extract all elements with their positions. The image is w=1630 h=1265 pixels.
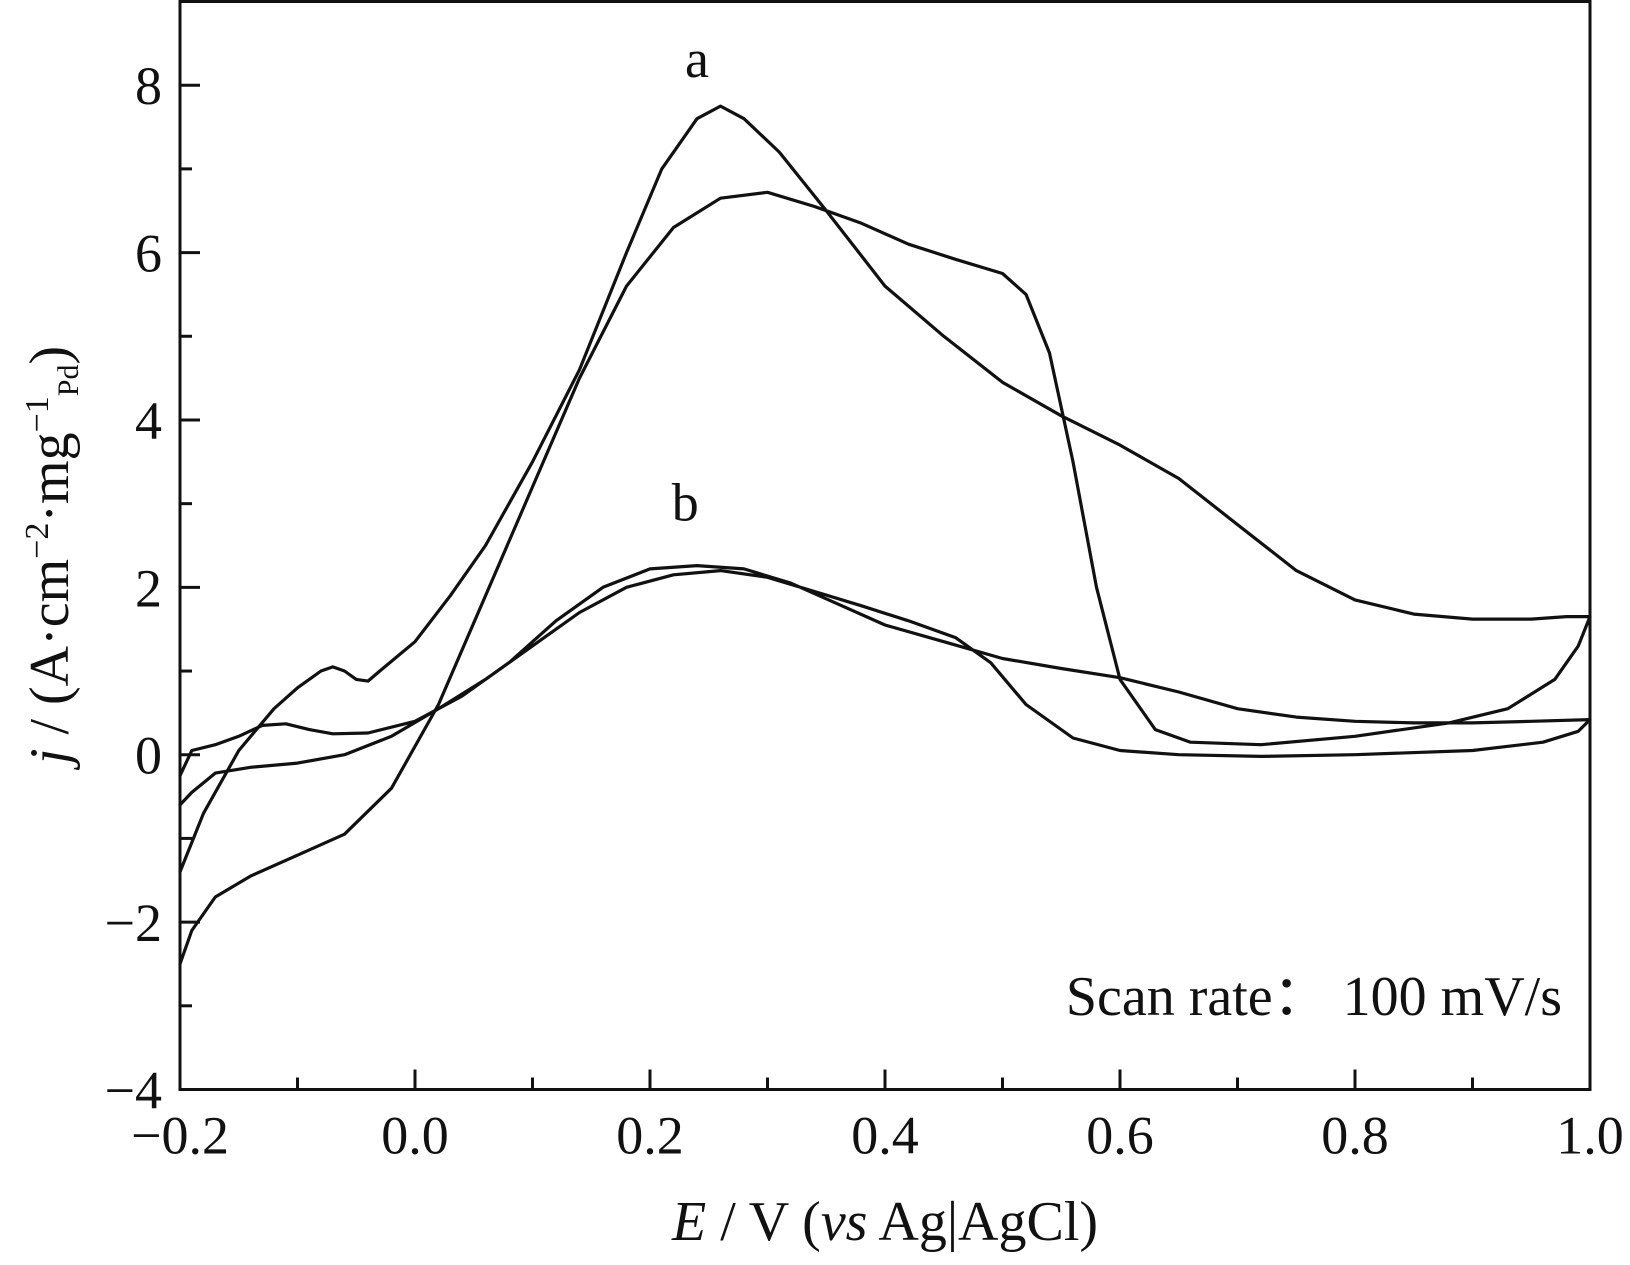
series-labels: ab xyxy=(672,29,709,533)
series-b-line xyxy=(178,564,1592,807)
axis-ticks xyxy=(178,83,1592,1091)
y-axis-sup-mg: −1 xyxy=(19,396,56,432)
y-tick-label: 2 xyxy=(135,558,162,618)
series-layer xyxy=(178,104,1592,966)
y-tick-label: 6 xyxy=(135,224,162,284)
x-tick-label: 0.0 xyxy=(381,1106,449,1166)
x-axis-unit: / V ( xyxy=(706,1191,821,1253)
y-axis-title: j / (A·cm−2·mg−1Pd) xyxy=(19,346,85,770)
y-tick-label: 8 xyxy=(135,56,162,116)
x-axis-title: E / V (vs Ag|AgCl) xyxy=(671,1191,1098,1253)
series-a-line xyxy=(178,104,1592,966)
y-axis-unit-start: / (A·cm xyxy=(19,559,81,749)
y-axis-unit-end: ) xyxy=(19,346,81,365)
y-tick-label: 0 xyxy=(135,726,162,786)
series-b-label: b xyxy=(672,472,699,532)
x-axis-reference: Ag|AgCl) xyxy=(867,1191,1098,1253)
y-axis-sub-pd: Pd xyxy=(52,365,85,397)
x-axis-vs: vs xyxy=(821,1191,868,1253)
y-tick-label: −2 xyxy=(105,893,162,953)
axis-tick-labels: −0.2 0.0 0.2 0.4 0.6 0.8 1.0 −4 −2 0 2 4 6 8 xyxy=(105,56,1624,1165)
y-tick-label: 4 xyxy=(135,391,162,451)
x-tick-label: 0.2 xyxy=(616,1106,684,1166)
x-axis-variable: E xyxy=(671,1191,706,1253)
y-axis-unit-mg: ·mg xyxy=(19,432,81,522)
scan-rate-annotation: Scan rate： 100 mV/s xyxy=(1066,966,1562,1028)
x-tick-label: −0.2 xyxy=(131,1106,229,1166)
plot-frame xyxy=(178,0,1592,1091)
y-axis-variable: j xyxy=(19,749,81,771)
y-axis-sup-cm: −2 xyxy=(19,523,56,559)
y-tick-label: −4 xyxy=(105,1061,162,1121)
x-tick-label: 0.4 xyxy=(851,1106,919,1166)
x-tick-label: 0.6 xyxy=(1086,1106,1154,1166)
x-tick-label: 0.8 xyxy=(1321,1106,1389,1166)
series-a-label: a xyxy=(685,29,709,89)
x-tick-label: 1.0 xyxy=(1556,1106,1624,1166)
